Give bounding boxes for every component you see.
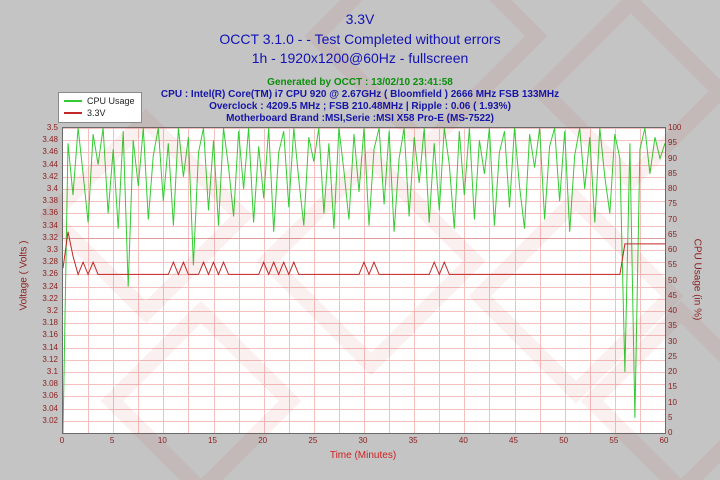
left-tick-label: 3.16 [42, 330, 58, 340]
x-tick-label: 45 [509, 436, 518, 445]
left-tick-label: 3.06 [42, 391, 58, 401]
right-tick-label: 45 [668, 290, 677, 300]
x-tick-label: 25 [308, 436, 318, 445]
right-tick-label: 5 [668, 412, 673, 422]
x-tick-label: 10 [157, 436, 167, 445]
x-tick-label: 20 [258, 436, 268, 445]
x-tick-label: 0 [59, 436, 65, 445]
right-tick-label: 20 [668, 367, 677, 376]
right-tick-label: 60 [668, 245, 677, 254]
test-config-line: 1h - 1920x1200@60Hz - fullscreen [251, 50, 469, 66]
right-tick-label: 30 [668, 336, 677, 346]
right-tick-label: 25 [668, 351, 677, 361]
chart-canvas [63, 128, 665, 433]
left-tick-label: 3.48 [42, 135, 58, 145]
right-tick-label: 0 [668, 428, 673, 437]
right-tick-label: 15 [668, 382, 677, 392]
left-tick-label: 3.04 [42, 403, 58, 413]
left-tick-label: 3.44 [42, 159, 58, 169]
right-tick-label: 90 [668, 153, 677, 163]
cpu-info-line: CPU : Intel(R) Core(TM) i7 CPU 920 @ 2.6… [160, 89, 560, 100]
right-tick-label: 35 [668, 321, 677, 331]
page-title: 3.3V [345, 11, 375, 27]
left-tick-label: 3.28 [42, 257, 58, 267]
left-tick-label: 3.5 [46, 123, 58, 132]
x-tick-label: 5 [109, 436, 115, 445]
x-tick-label: 15 [208, 436, 217, 445]
left-tick-label: 3.22 [42, 293, 58, 303]
left-tick-label: 3.2 [46, 306, 58, 315]
left-tick-label: 3.14 [42, 342, 58, 352]
left-tick-label: 3.12 [42, 354, 58, 364]
right-tick-label: 50 [668, 275, 677, 285]
left-tick-label: 3.3 [46, 245, 58, 254]
left-tick-label: 3.32 [42, 232, 58, 242]
legend-label: 3.3V [87, 108, 106, 118]
x-tick-label: 55 [609, 436, 619, 445]
overclock-info-line: Overclock : 4209.5 MHz ; FSB 210.48MHz |… [209, 101, 511, 112]
left-tick-label: 3.02 [42, 415, 58, 425]
left-tick-label: 3.4 [46, 184, 58, 193]
left-tick-label: 3.26 [42, 269, 58, 279]
series-3-3v [63, 231, 665, 276]
test-result-line: OCCT 3.1.0 - - Test Completed without er… [219, 31, 501, 47]
left-tick-label: 3.1 [46, 367, 58, 376]
left-tick-label: 3.46 [42, 147, 58, 157]
right-tick-label: 70 [668, 214, 677, 224]
right-tick-label: 100 [668, 123, 682, 132]
right-tick-label: 95 [668, 138, 677, 148]
voltage-line-swatch [64, 112, 82, 114]
right-tick-label: 80 [668, 184, 677, 193]
legend-item-cpu-usage: CPU Usage [64, 95, 135, 107]
left-tick-label: 3.34 [42, 220, 58, 230]
x-tick-label: 60 [659, 436, 669, 445]
left-tick-label: 3.42 [42, 171, 58, 181]
motherboard-info-line: Motherboard Brand :MSI,Serie :MSI X58 Pr… [226, 113, 494, 124]
x-tick-label: 30 [358, 436, 368, 445]
x-axis-title: Time (Minutes) [329, 450, 397, 461]
x-tick-label: 50 [559, 436, 569, 445]
right-tick-label: 10 [668, 397, 677, 407]
right-tick-label: 40 [668, 306, 677, 315]
x-tick-label: 40 [458, 436, 468, 445]
legend-label: CPU Usage [87, 96, 135, 106]
chart-legend: CPU Usage 3.3V [58, 92, 142, 123]
right-tick-label: 85 [668, 168, 677, 178]
cpu-usage-line-swatch [64, 100, 82, 102]
left-tick-label: 3.08 [42, 379, 58, 389]
right-tick-label: 75 [668, 199, 677, 209]
y-axis-left-title: Voltage ( Volts ) [18, 240, 30, 311]
right-tick-label: 65 [668, 229, 677, 239]
left-tick-label: 3.36 [42, 208, 58, 218]
legend-item-voltage: 3.3V [64, 107, 135, 119]
plot-area [62, 127, 666, 434]
left-tick-label: 3.24 [42, 281, 58, 291]
left-tick-label: 3.38 [42, 196, 58, 206]
left-tick-label: 3.18 [42, 318, 58, 328]
y-axis-right-title: CPU Usage (in %) [691, 238, 703, 321]
right-tick-label: 55 [668, 260, 677, 270]
series-cpu-usage [63, 128, 665, 433]
generated-timestamp: Generated by OCCT : 13/02/10 23:41:58 [267, 77, 453, 88]
x-tick-label: 35 [408, 436, 418, 445]
